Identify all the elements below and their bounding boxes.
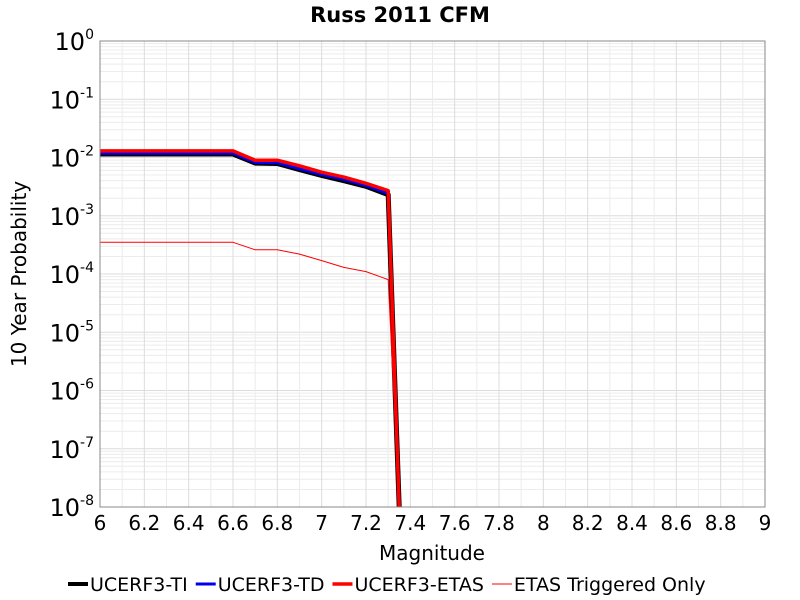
- x-tick-label: 7.2: [350, 511, 382, 535]
- x-tick-label: 8.6: [660, 511, 692, 535]
- x-axis-label: Magnitude: [379, 541, 485, 565]
- x-tick-label: 7: [315, 511, 328, 535]
- y-tick-label: 10-6: [49, 377, 94, 406]
- y-tick-label: 10-2: [49, 144, 94, 173]
- y-tick-label: 10-5: [49, 318, 94, 347]
- x-tick-label: 8.4: [616, 511, 648, 535]
- x-tick-label: 8.8: [705, 511, 737, 535]
- y-tick-label: 10-8: [49, 493, 94, 522]
- y-tick-label: 10-3: [49, 202, 94, 231]
- y-tick-label: 100: [55, 27, 94, 56]
- chart-title: Russ 2011 CFM: [310, 3, 490, 27]
- series-line-ucerf3-td: [100, 151, 401, 508]
- x-tick-label: 7.4: [394, 511, 426, 535]
- x-tick-label: 8.2: [572, 511, 604, 535]
- y-tick-label: 10-7: [49, 435, 94, 464]
- plot-area: [99, 40, 766, 508]
- y-axis-label: 10 Year Probability: [7, 181, 31, 367]
- x-tick-label: 9: [759, 511, 772, 535]
- grid: [99, 41, 766, 508]
- x-tick-label: 8: [537, 511, 550, 535]
- plot-border: [99, 40, 766, 508]
- legend: UCERF3-TI UCERF3-TD UCERF3-ETAS ETAS Trigge…: [68, 574, 706, 596]
- y-axis-ticks: 100 10-1 10-2 10-3 10-4 10-5 10-6 10-7 10-8: [49, 27, 94, 522]
- x-tick-label: 6.6: [217, 511, 249, 535]
- x-tick-label: 7.6: [439, 511, 471, 535]
- x-axis-ticks: 6 6.2 6.4 6.6 6.8 7 7.2 7.4 7.6 7.8 8 8.2 8.4 8.6 8.8 9: [94, 511, 772, 535]
- x-tick-label: 6.2: [128, 511, 160, 535]
- y-tick-label: 10-1: [49, 85, 94, 114]
- legend-label: UCERF3-TD: [218, 574, 325, 596]
- series-line-ucerf3-etas: [100, 149, 401, 508]
- x-tick-label: 7.8: [483, 511, 515, 535]
- series-group: [100, 149, 402, 508]
- x-tick-label: 6: [94, 511, 107, 535]
- legend-label: UCERF3-ETAS: [354, 574, 483, 596]
- x-tick-label: 6.8: [261, 511, 293, 535]
- y-tick-label: 10-4: [49, 260, 94, 289]
- x-tick-label: 6.4: [173, 511, 205, 535]
- legend-label: UCERF3-TI: [90, 574, 188, 596]
- series-line-etas-triggered-only: [100, 241, 400, 508]
- legend-label: ETAS Triggered Only: [514, 574, 706, 596]
